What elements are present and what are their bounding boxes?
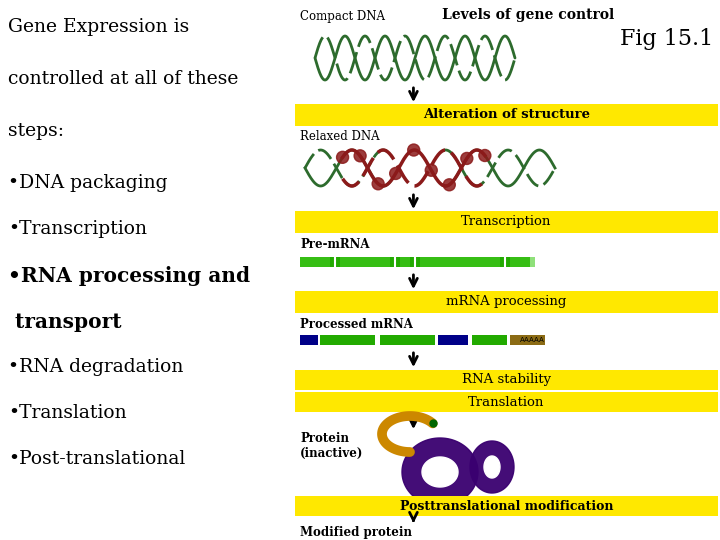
Bar — [300, 257, 330, 267]
Text: •DNA packaging: •DNA packaging — [8, 174, 168, 192]
Bar — [510, 257, 535, 267]
Text: Levels of gene control: Levels of gene control — [441, 8, 613, 22]
Circle shape — [372, 178, 384, 190]
Circle shape — [408, 144, 420, 156]
Bar — [295, 370, 718, 390]
Bar — [295, 392, 718, 412]
Text: Processed mRNA: Processed mRNA — [300, 318, 413, 331]
Text: Transcription: Transcription — [462, 215, 552, 228]
Bar — [295, 496, 718, 516]
Bar — [320, 335, 375, 345]
Polygon shape — [484, 456, 500, 478]
Bar — [472, 335, 507, 345]
Bar — [295, 211, 718, 233]
Text: AAAAA: AAAAA — [520, 337, 545, 343]
Bar — [420, 257, 500, 267]
Text: •Translation: •Translation — [8, 404, 127, 422]
Circle shape — [479, 150, 491, 161]
Circle shape — [390, 167, 402, 179]
Circle shape — [336, 151, 348, 163]
Text: mRNA processing: mRNA processing — [446, 295, 567, 308]
Text: •RNA degradation: •RNA degradation — [8, 358, 184, 376]
Bar — [300, 257, 530, 267]
Bar — [295, 291, 718, 313]
Bar — [400, 257, 410, 267]
Bar — [438, 335, 468, 345]
Text: •Transcription: •Transcription — [8, 220, 147, 238]
Text: •Post-translational: •Post-translational — [8, 450, 185, 468]
Polygon shape — [422, 457, 458, 487]
Text: RNA stability: RNA stability — [462, 374, 551, 387]
Bar — [300, 335, 318, 345]
Text: Gene Expression is: Gene Expression is — [8, 18, 189, 36]
Text: Pre-mRNA: Pre-mRNA — [300, 238, 369, 251]
Bar — [380, 335, 435, 345]
Text: •RNA processing and: •RNA processing and — [8, 266, 250, 286]
Text: Modified protein
(active): Modified protein (active) — [300, 526, 412, 540]
Text: steps:: steps: — [8, 122, 64, 140]
Bar — [340, 257, 390, 267]
Text: Translation: Translation — [468, 395, 545, 408]
Text: Compact DNA: Compact DNA — [300, 10, 385, 23]
Polygon shape — [402, 438, 478, 506]
Circle shape — [461, 152, 473, 165]
Text: Protein
(inactive): Protein (inactive) — [300, 432, 364, 460]
Bar — [295, 104, 718, 126]
Polygon shape — [470, 441, 514, 493]
Text: Posttranslational modification: Posttranslational modification — [400, 500, 613, 512]
Text: Relaxed DNA: Relaxed DNA — [300, 130, 379, 143]
Text: Fig 15.1: Fig 15.1 — [620, 28, 713, 50]
Text: Alteration of structure: Alteration of structure — [423, 109, 590, 122]
Text: controlled at all of these: controlled at all of these — [8, 70, 238, 88]
Circle shape — [354, 150, 366, 162]
Bar — [510, 335, 545, 345]
Text: transport: transport — [8, 312, 122, 332]
Circle shape — [444, 179, 455, 191]
Circle shape — [426, 164, 437, 176]
